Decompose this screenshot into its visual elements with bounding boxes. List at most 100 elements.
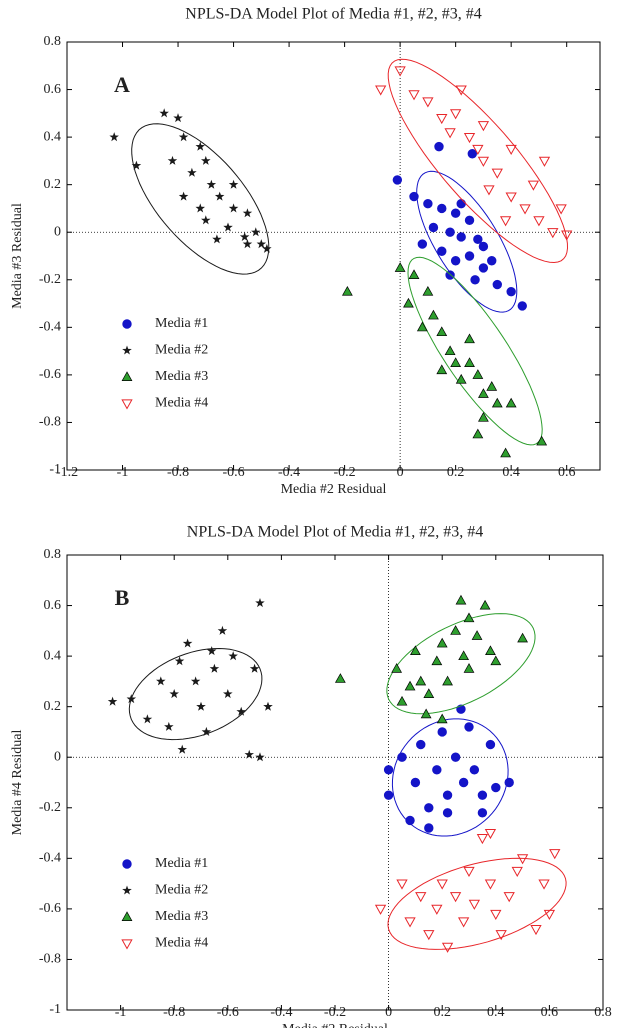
point [397,752,407,762]
point [464,722,474,732]
confidence-ellipse [416,170,518,313]
point [394,66,406,77]
confidence-ellipse [386,613,536,715]
point [423,688,435,698]
point [464,215,475,226]
point [436,326,448,337]
point [375,85,387,96]
point [437,246,447,256]
point [404,917,416,928]
point [455,594,467,605]
point [169,689,179,699]
legend-label: Media #4 [155,936,208,951]
x-tick-label: 0.2 [433,1005,451,1020]
confidence-ellipse [391,718,509,837]
point [456,198,466,209]
point [478,241,489,252]
point [207,646,217,656]
point [490,655,502,666]
confidence-ellipse [131,123,270,275]
point [491,397,503,408]
point [449,892,462,903]
legend-label: Media #2 [155,883,208,898]
point [424,803,434,813]
point [190,676,201,686]
y-tick-label: 0.8 [44,34,62,49]
point [109,132,119,142]
point [468,899,481,910]
point [228,651,238,661]
point [505,397,517,408]
point [223,222,233,232]
point [417,239,428,249]
point [405,815,415,826]
point [242,208,253,218]
point [394,262,406,272]
point [423,198,433,209]
point [549,849,561,860]
point [503,892,515,903]
y-tick-label: 0 [54,224,61,239]
legend-marker [122,345,132,355]
point [473,234,483,245]
y-tick-label: -0.6 [39,901,61,916]
point [428,222,439,233]
point [408,90,420,101]
point [374,904,387,915]
point [484,828,497,840]
point [458,777,469,788]
point [469,765,480,775]
point [491,782,501,793]
point [450,208,461,218]
y-tick-label: -0.6 [39,367,61,382]
point [416,321,428,332]
point [511,866,523,877]
point [392,175,403,185]
point [436,364,448,375]
point [505,144,517,156]
point [403,297,414,308]
point [450,625,461,635]
y-tick-label: -0.2 [39,800,61,815]
legend-label: Media #1 [155,856,208,871]
point [256,239,267,249]
y-tick-label: 0 [54,749,61,764]
confidence-ellipse [407,256,543,446]
point [456,232,466,242]
point [251,227,261,237]
point [422,97,434,108]
x-tick-label: -0.6 [222,465,244,480]
point [159,108,169,118]
point [457,917,470,928]
point [431,655,443,666]
point [478,263,489,273]
point [244,749,254,759]
x-tick-label: 0 [397,465,404,480]
point [415,892,427,903]
point [167,155,178,165]
point [434,141,444,152]
confidence-ellipse [387,58,569,264]
legend-marker [121,399,133,410]
x-tick-label: -0.2 [324,1005,346,1020]
point [255,752,265,762]
legend-label: Media #2 [155,343,208,358]
legend-marker [122,319,132,329]
legend-label: Media #3 [155,909,208,924]
y-tick-label: 0.6 [44,82,62,97]
point [472,144,484,156]
point [478,388,489,398]
point [436,113,448,125]
panel-label: A [114,72,130,97]
legend-label: Media #4 [155,396,208,411]
point [477,790,488,800]
point [383,790,394,800]
point [450,256,461,266]
point [441,942,454,953]
point [491,168,503,179]
point [437,727,447,737]
point [228,203,239,213]
legend-marker [122,885,132,895]
point [420,708,432,719]
